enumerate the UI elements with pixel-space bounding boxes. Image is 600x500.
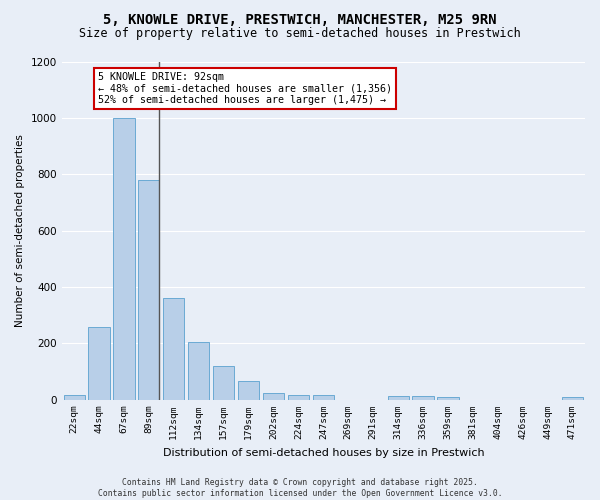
Bar — [263, 393, 284, 400]
Bar — [412, 396, 434, 400]
Bar — [288, 396, 309, 400]
Text: Contains HM Land Registry data © Crown copyright and database right 2025.
Contai: Contains HM Land Registry data © Crown c… — [98, 478, 502, 498]
Bar — [88, 327, 110, 400]
Bar — [313, 396, 334, 400]
Bar — [437, 397, 458, 400]
X-axis label: Distribution of semi-detached houses by size in Prestwich: Distribution of semi-detached houses by … — [163, 448, 484, 458]
Y-axis label: Number of semi-detached properties: Number of semi-detached properties — [15, 134, 25, 327]
Bar — [238, 382, 259, 400]
Bar — [64, 394, 85, 400]
Bar — [213, 366, 234, 400]
Bar — [163, 298, 184, 400]
Bar — [138, 180, 160, 400]
Bar — [388, 396, 409, 400]
Text: Size of property relative to semi-detached houses in Prestwich: Size of property relative to semi-detach… — [79, 28, 521, 40]
Bar — [113, 118, 134, 400]
Bar — [188, 342, 209, 400]
Text: 5, KNOWLE DRIVE, PRESTWICH, MANCHESTER, M25 9RN: 5, KNOWLE DRIVE, PRESTWICH, MANCHESTER, … — [103, 12, 497, 26]
Bar — [562, 397, 583, 400]
Text: 5 KNOWLE DRIVE: 92sqm
← 48% of semi-detached houses are smaller (1,356)
52% of s: 5 KNOWLE DRIVE: 92sqm ← 48% of semi-deta… — [98, 72, 392, 105]
